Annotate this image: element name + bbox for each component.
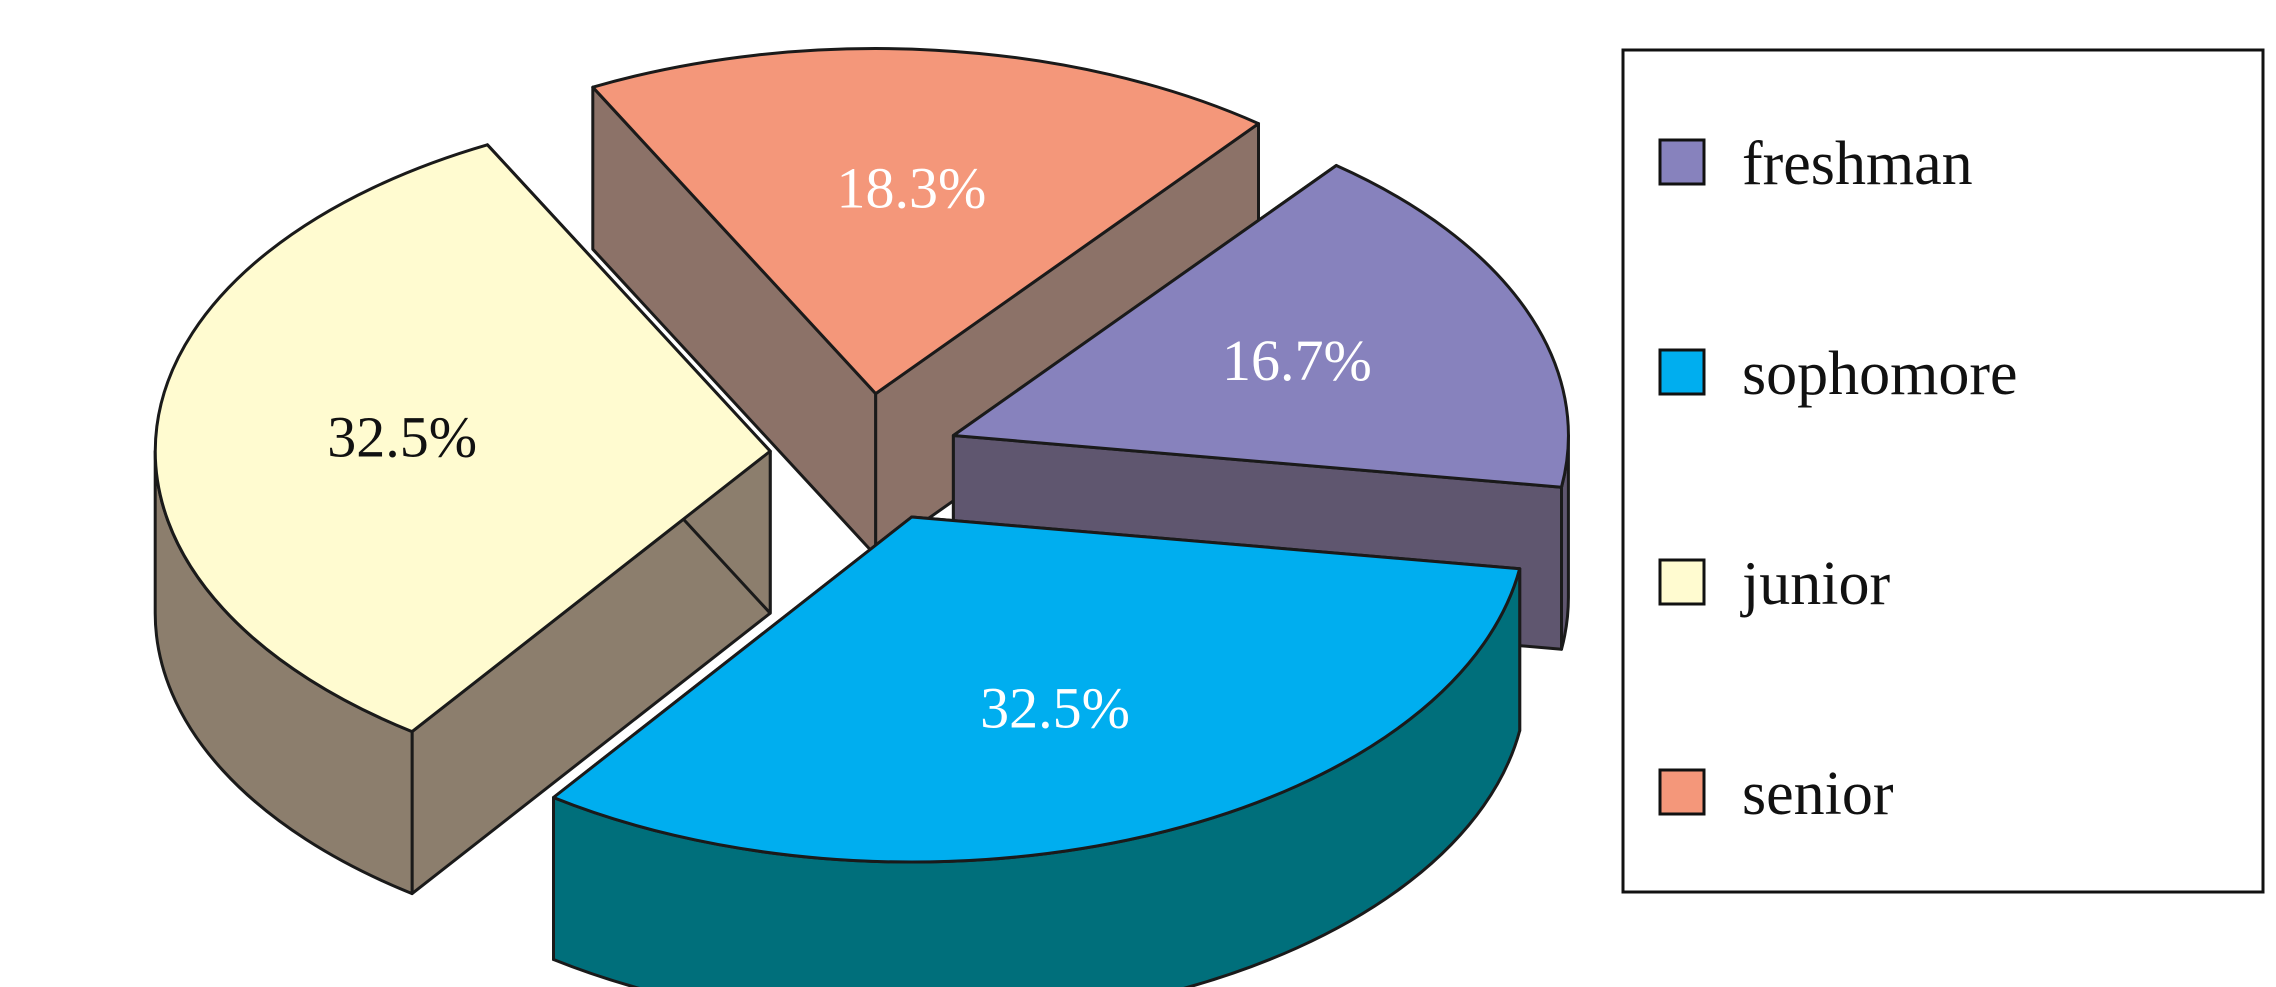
legend-swatch-senior bbox=[1658, 768, 1706, 816]
legend-label-senior: senior bbox=[1742, 760, 1894, 828]
legend: freshman sophomore junior senior bbox=[1621, 48, 2265, 894]
data-label-freshman: 16.7% bbox=[1222, 328, 1372, 393]
slice-sophomore bbox=[552, 515, 1522, 987]
legend-swatch-junior bbox=[1658, 558, 1706, 606]
legend-swatch-sophomore bbox=[1658, 348, 1706, 396]
data-label-sophomore: 32.5% bbox=[980, 676, 1130, 741]
legend-label-freshman: freshman bbox=[1742, 130, 1973, 198]
slice-top-freshman bbox=[951, 164, 1570, 489]
legend-swatch-freshman bbox=[1658, 138, 1706, 186]
legend-box bbox=[1621, 48, 2265, 894]
slice-top-junior bbox=[153, 143, 772, 734]
slice-top-sophomore bbox=[552, 515, 1522, 864]
slice-top-senior bbox=[591, 47, 1260, 396]
data-label-senior: 18.3% bbox=[836, 156, 986, 221]
slice-senior bbox=[591, 47, 1260, 558]
slice-labels: 16.7% 32.5% 32.5% 18.3% bbox=[327, 156, 1372, 741]
data-label-junior: 32.5% bbox=[327, 404, 477, 469]
slice-junior bbox=[153, 143, 772, 896]
pie-slices bbox=[153, 47, 1570, 987]
legend-label-junior: junior bbox=[1740, 550, 1890, 618]
legend-label-sophomore: sophomore bbox=[1742, 340, 2018, 408]
